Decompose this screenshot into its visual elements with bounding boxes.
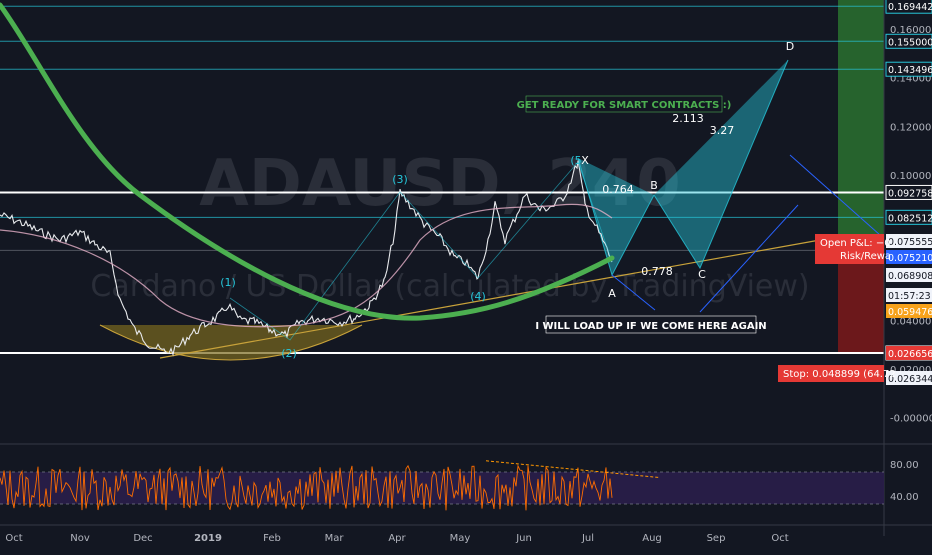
time-axis-tick: Mar <box>325 533 345 544</box>
price-tag: 0.075555 <box>888 237 932 248</box>
wave-label: C <box>698 268 706 281</box>
time-axis-tick: 2019 <box>194 533 222 544</box>
time-axis-tick: Dec <box>133 533 152 544</box>
time-axis-tick: Apr <box>388 533 406 544</box>
projection-arrow <box>789 154 881 236</box>
level-tag: 0.169442 <box>888 2 932 13</box>
position-profit-zone <box>838 0 884 235</box>
time-axis-tick: Jul <box>581 533 594 544</box>
price-tag: 0.026344 <box>888 374 932 385</box>
projection-arrow <box>699 204 799 313</box>
watermark-subtitle: Cardano / US Dollar (calculated by Tradi… <box>90 269 809 304</box>
price-tag: 0.068908 <box>888 271 932 282</box>
wave-label: (3) <box>392 173 408 186</box>
harmonic-ratio-label: 0.778 <box>641 265 673 278</box>
level-tag: 0.082512 <box>888 213 932 224</box>
harmonic-outline <box>577 59 789 277</box>
projection-arrow <box>611 274 656 311</box>
wave-label: (2) <box>281 347 297 360</box>
time-axis-tick: Oct <box>771 533 788 544</box>
watermark-title: ADAUSD, 240 <box>199 147 681 221</box>
time-axis-tick: Jun <box>515 533 532 544</box>
harmonic-ratio-label: 3.27 <box>710 124 735 137</box>
cup-pattern-outline <box>99 324 363 361</box>
price-tag-bg <box>886 371 932 385</box>
level-tag: 0.092758 <box>888 188 932 199</box>
level-tag: 0.143496 <box>888 65 932 76</box>
harmonic-xab-triangle <box>578 158 654 275</box>
annotation-smart-contracts: GET READY FOR SMART CONTRACTS :) <box>517 100 732 111</box>
time-axis-tick: Feb <box>263 533 281 544</box>
price-tag-bg <box>886 250 932 264</box>
time-axis-tick: Aug <box>642 533 662 544</box>
price-axis-tick: 0.020000 <box>890 365 932 376</box>
annotation-load-up: I WILL LOAD UP IF WE COME HERE AGAIN <box>535 321 766 332</box>
harmonic-bcd-triangle <box>654 60 788 268</box>
annotation-box <box>525 95 723 113</box>
harmonic-ratio-label: 2.113 <box>672 112 704 125</box>
moving-average-short <box>0 203 613 328</box>
stop-box <box>778 365 884 382</box>
moving-average-long <box>0 2 615 321</box>
price-tag-bg <box>886 234 932 248</box>
wave-label: A <box>608 287 616 300</box>
risk-label: Risk/Rewa <box>840 251 891 262</box>
wave-label: B <box>650 179 658 192</box>
trend-line <box>159 239 821 359</box>
wave-label: D <box>786 40 794 53</box>
level-tag-bg <box>885 184 932 200</box>
wave-label: (5 <box>570 154 581 167</box>
stop-tag-value: 0.026656 <box>888 349 932 360</box>
wave-label: (4) <box>470 290 486 303</box>
level-tag-bg <box>885 209 932 225</box>
stop-tag-bg <box>886 345 932 360</box>
price-tag-bg <box>886 288 932 302</box>
time-axis-tick: Nov <box>70 533 90 544</box>
pnl-label: Open P&L: −0. <box>820 238 894 249</box>
oscillator-axis-tick: 80.00 <box>890 460 919 471</box>
price-tag: 0.075210 <box>888 253 932 264</box>
level-tag-bg <box>885 33 932 49</box>
wave-label: (1) <box>220 276 236 289</box>
oscillator-trend-line <box>485 460 661 479</box>
time-axis-tick: Sep <box>707 533 726 544</box>
level-tag-bg <box>885 0 932 14</box>
oscillator-series <box>0 464 613 511</box>
wave-label: X <box>581 154 589 167</box>
annotation-box <box>545 315 757 334</box>
time-axis-tick: May <box>450 533 471 544</box>
harmonic-ratio-label: 0.764 <box>602 183 634 196</box>
time-axis-tick: Oct <box>5 533 22 544</box>
price-series <box>0 160 613 357</box>
price-tag: 01:57:23 <box>888 291 931 302</box>
elliott-wave-path <box>229 161 613 341</box>
oscillator-axis-tick: 40.00 <box>890 492 919 503</box>
level-tag: 0.155000 <box>888 37 932 48</box>
pnl-box <box>815 234 884 264</box>
level-tag-bg <box>885 61 932 77</box>
stop-label: Stop: 0.048899 (64.72 <box>783 369 896 380</box>
price-tag: 0.059476 <box>888 307 932 318</box>
oscillator-band <box>0 472 884 504</box>
price-tag-bg <box>886 268 932 282</box>
price-tag-bg <box>886 304 932 318</box>
